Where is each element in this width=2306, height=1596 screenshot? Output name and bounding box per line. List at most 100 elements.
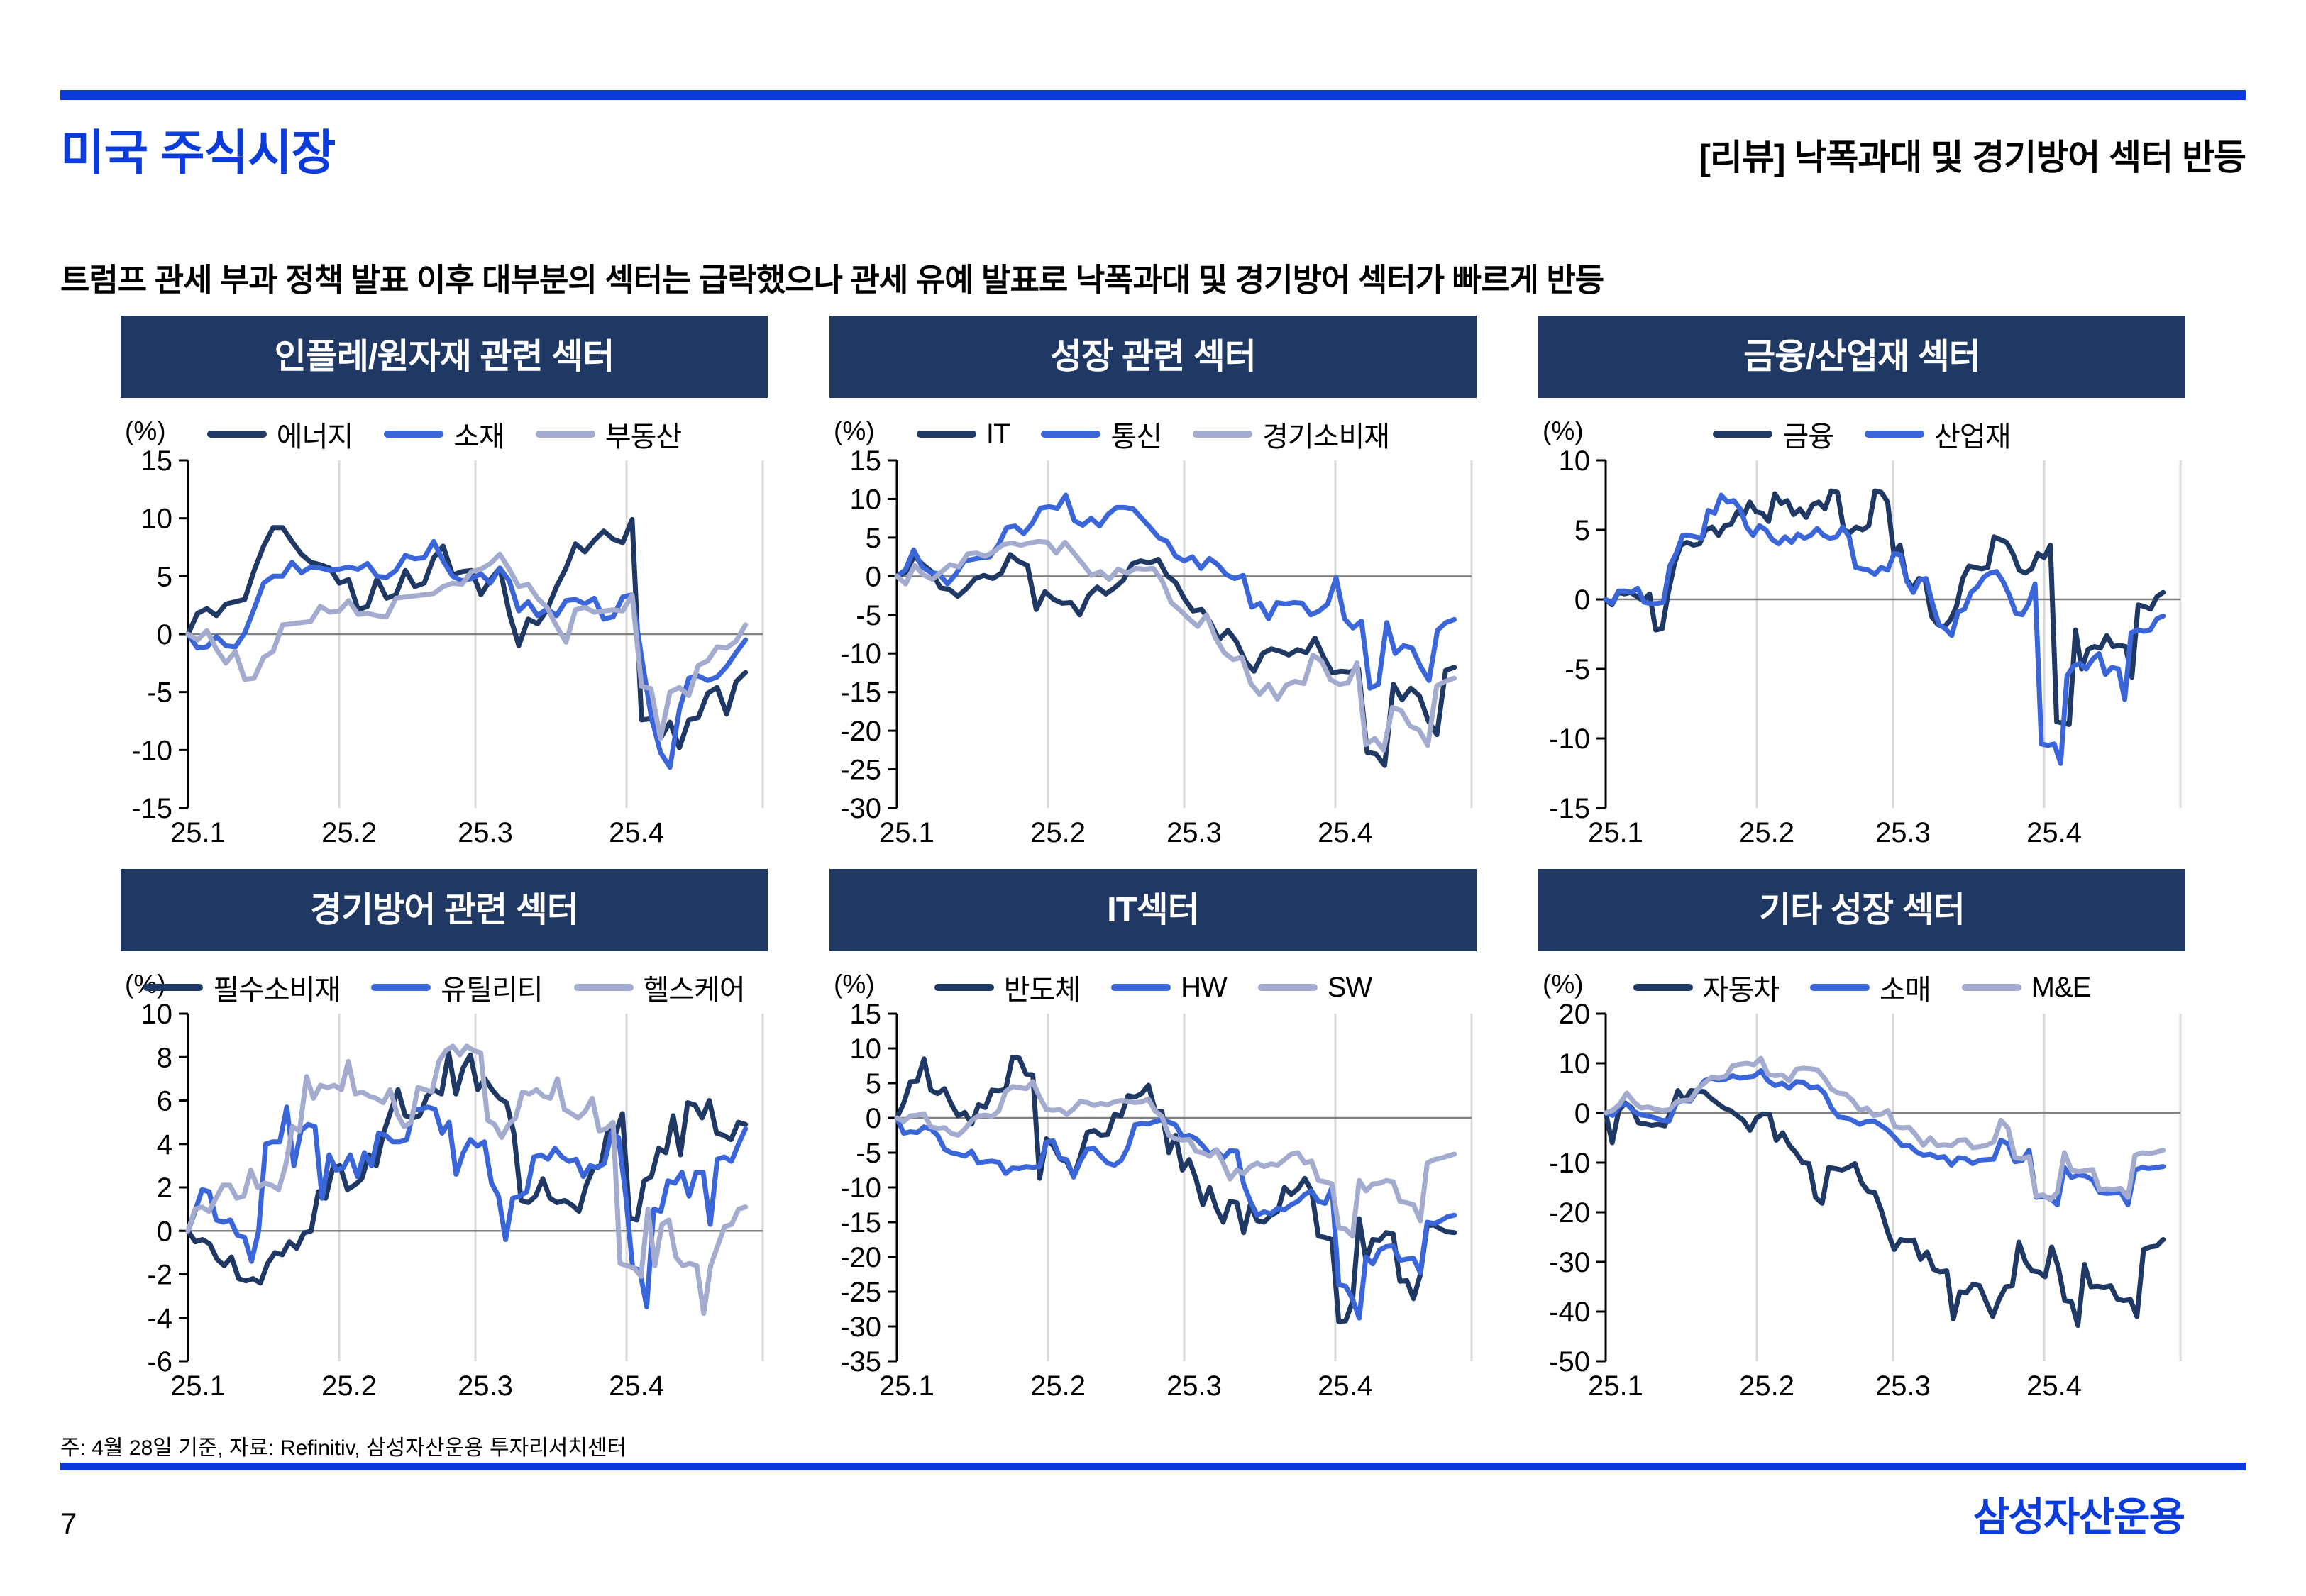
y-tick-label: 5 xyxy=(157,561,172,592)
x-axis-labels: 25.1 25.2 25.3 25.4 xyxy=(170,1370,664,1402)
legend-item: M&E xyxy=(1961,972,2091,1004)
legend-label: 부동산 xyxy=(605,421,682,453)
panel-title: 인플레/원자재 관련 섹터 xyxy=(121,316,768,398)
series-line-유틸리티 xyxy=(185,1104,749,1309)
x-tick-label: 25.1 xyxy=(170,817,226,848)
review-title: [리뷰] 낙폭과대 및 경기방어 섹터 반등 xyxy=(1699,138,2246,177)
legend-item: 반도체 xyxy=(934,967,1081,1008)
chart-area: (%) 자동차 소매 M&E 20 10 0 -10 -20 -30 -40 -50 25.1 25.2 2… xyxy=(1538,951,2185,1419)
chart-panel-4: IT섹터 (%) 반도체 HW SW 15 10 5 0 -5 -10 -15 -20 -25 -30 -35… xyxy=(829,869,1477,1419)
panel-title: 성장 관련 섹터 xyxy=(829,316,1477,398)
x-tick-label: 25.1 xyxy=(879,817,934,848)
series-line-경기소비재 xyxy=(894,538,1457,753)
y-tick-label: -25 xyxy=(840,1277,881,1308)
legend: 필수소비재 유틸리티 헬스케어 xyxy=(121,967,768,1008)
legend-item: 유틸리티 xyxy=(371,967,544,1008)
series-line-부동산 xyxy=(185,551,749,741)
legend-line-swatch xyxy=(206,431,267,438)
legend-line-swatch xyxy=(934,984,994,991)
y-tick-label: 0 xyxy=(1574,584,1590,616)
x-tick-label: 25.4 xyxy=(609,1370,664,1402)
y-axis: 10 8 6 4 2 0 -2 -4 -6 xyxy=(141,1001,189,1378)
x-tick-label: 25.1 xyxy=(1588,817,1643,848)
x-tick-label: 25.3 xyxy=(1875,817,1931,848)
chart-area: (%) 반도체 HW SW 15 10 5 0 -5 -10 -15 -20 -25 -30 -35 25.1… xyxy=(829,951,1477,1419)
y-tick-label: -5 xyxy=(147,677,172,709)
y-axis: 15 10 5 0 -5 -10 -15 -20 -25 -30 xyxy=(840,448,898,824)
gridlines xyxy=(1047,460,1473,808)
legend-label: 산업재 xyxy=(1934,421,2011,453)
y-tick-label: 10 xyxy=(141,504,173,535)
legend: 자동차 소매 M&E xyxy=(1538,967,2185,1008)
legend-line-swatch xyxy=(573,984,634,991)
legend-item: 산업재 xyxy=(1865,414,2012,455)
y-tick-label: 15 xyxy=(850,1001,882,1030)
y-tick-label: -30 xyxy=(840,1312,881,1343)
legend-label: 에너지 xyxy=(276,421,353,453)
legend: 반도체 HW SW xyxy=(829,967,1477,1008)
top-divider-rule xyxy=(60,90,2246,100)
legend-label: 경기소비재 xyxy=(1262,421,1390,453)
legend-item: HW xyxy=(1111,971,1228,1004)
x-tick-label: 25.4 xyxy=(1318,817,1373,848)
x-tick-label: 25.1 xyxy=(170,1370,226,1402)
legend-line-swatch xyxy=(384,431,444,438)
legend-item: IT xyxy=(916,419,1010,450)
y-tick-label: 0 xyxy=(1574,1098,1590,1129)
y-tick-label: -10 xyxy=(131,735,172,766)
x-tick-label: 25.2 xyxy=(321,1370,377,1402)
chart-panel-3: 경기방어 관련 섹터(%)필수소비재유틸리티헬스케어1086420-2-4-62… xyxy=(121,869,768,1419)
company-logo: 삼성자산운용 xyxy=(1973,1495,2185,1539)
x-tick-label: 25.3 xyxy=(1166,817,1222,848)
series-line-IT xyxy=(894,552,1457,768)
x-axis-labels: 25.1 25.2 25.3 25.4 xyxy=(879,817,1373,848)
y-tick-label: 10 xyxy=(850,484,882,515)
y-tick-label: -5 xyxy=(856,600,881,631)
y-tick-label: 20 xyxy=(1559,1001,1591,1030)
legend-label: 헬스케어 xyxy=(643,975,746,1006)
legend-label: HW xyxy=(1181,971,1228,1003)
y-tick-label: -50 xyxy=(1549,1346,1590,1378)
x-tick-label: 25.3 xyxy=(1166,1370,1222,1402)
y-tick-label: -20 xyxy=(1549,1197,1590,1229)
x-tick-label: 25.2 xyxy=(321,817,377,848)
chart-panel-0: 인플레/원자재 관련 섹터 (%) 에너지 소재 부동산 15 10 5 0 -5 -10 -15 25… xyxy=(121,316,768,866)
page-number: 7 xyxy=(60,1507,77,1540)
y-tick-label: 0 xyxy=(157,1216,172,1247)
x-tick-label: 25.1 xyxy=(1588,1370,1643,1402)
legend-line-swatch xyxy=(1865,431,1925,438)
x-tick-label: 25.3 xyxy=(458,1370,513,1402)
y-tick-label: 15 xyxy=(141,448,173,477)
unit-label: (%) xyxy=(125,416,166,445)
slide-subtitle: 트럼프 관세 부과 정책 발표 이후 대부분의 섹터는 급락했으나 관세 유예 … xyxy=(60,262,1604,298)
y-tick-label: 8 xyxy=(157,1042,172,1073)
y-tick-label: -15 xyxy=(840,677,881,709)
legend-label: SW xyxy=(1327,971,1372,1003)
legend-line-swatch xyxy=(916,431,976,438)
legend: 에너지 소재 부동산 xyxy=(121,414,768,455)
legend-label: 소재 xyxy=(453,421,505,453)
x-tick-label: 25.1 xyxy=(879,1370,934,1402)
y-axis: 15 10 5 0 -5 -10 -15 xyxy=(131,448,189,824)
legend-item: 소재 xyxy=(384,414,505,455)
legend-line-swatch xyxy=(1193,431,1253,438)
chart-area: (%) 에너지 소재 부동산 15 10 5 0 -5 -10 -15 25.1 25.2 25.3 25.… xyxy=(121,398,768,866)
legend-line-swatch xyxy=(1257,984,1318,991)
y-tick-label: 10 xyxy=(850,1033,882,1065)
x-tick-label: 25.3 xyxy=(1875,1370,1931,1402)
x-tick-label: 25.4 xyxy=(1318,1370,1373,1402)
x-axis-labels: 25.1 25.2 25.3 25.4 xyxy=(1588,817,2082,848)
legend-label: 금융 xyxy=(1782,421,1834,453)
chart-panel-1: 성장 관련 섹터 (%) IT 통신 경기소비재 15 10 5 0 -5 -10 -15 -20 -25… xyxy=(829,316,1477,866)
y-tick-label: 10 xyxy=(1559,1048,1591,1080)
y-tick-label: -30 xyxy=(1549,1247,1590,1278)
legend-label: 소매 xyxy=(1880,975,1931,1006)
bottom-divider-rule xyxy=(60,1463,2246,1470)
legend-line-swatch xyxy=(1961,984,2021,991)
y-axis: 20 10 0 -10 -20 -30 -40 -50 xyxy=(1549,1001,1607,1378)
chart-panel-2: 금융/산업재 섹터 (%) 금융 산업재 10 5 0 -5 -10 -15 25.1 25.2 25.… xyxy=(1538,316,2185,866)
